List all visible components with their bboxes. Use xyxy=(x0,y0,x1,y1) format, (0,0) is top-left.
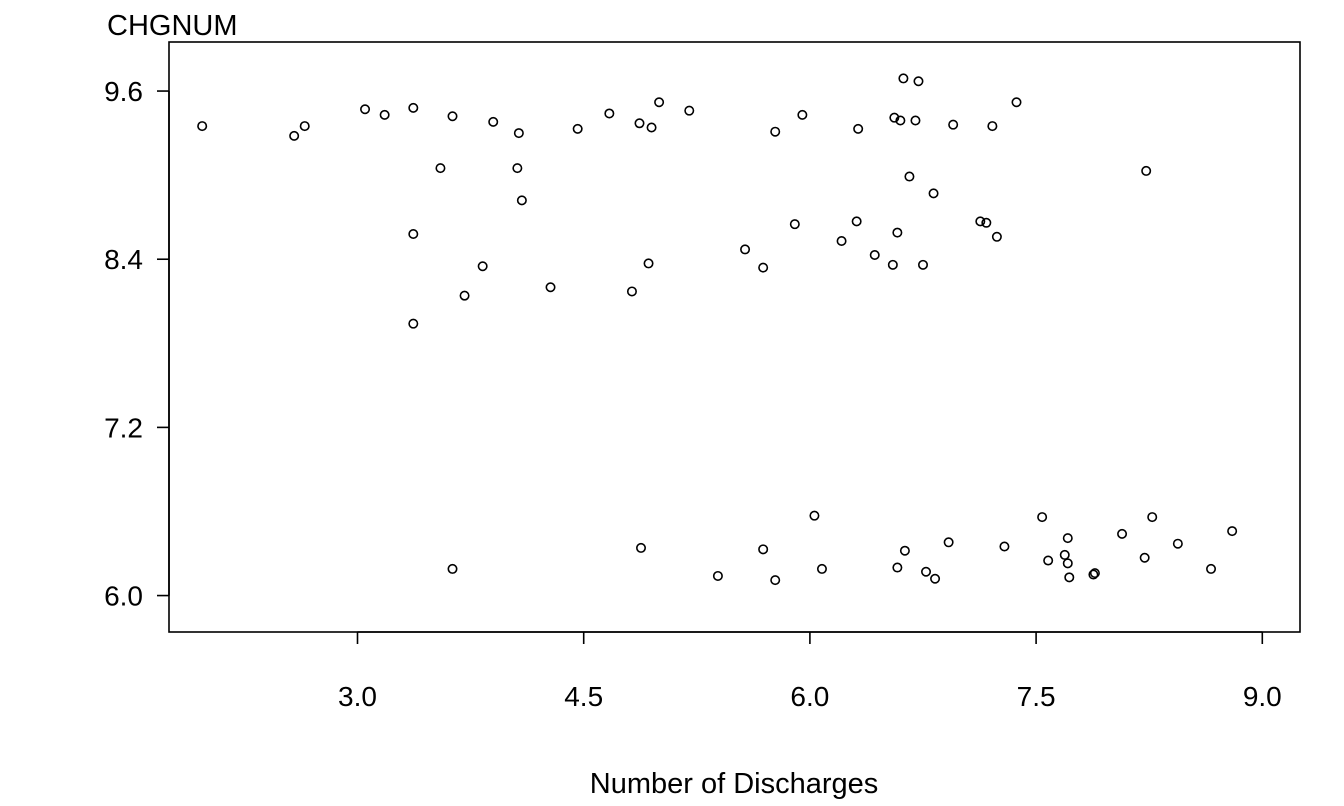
data-point xyxy=(572,123,583,134)
data-point xyxy=(435,163,446,174)
data-point xyxy=(987,121,998,132)
data-point xyxy=(516,195,527,206)
data-point xyxy=(1117,528,1128,539)
data-point xyxy=(646,122,657,133)
x-tick-label: 7.5 xyxy=(1017,681,1056,712)
data-point xyxy=(921,566,932,577)
data-point xyxy=(913,76,924,87)
data-point xyxy=(991,231,1002,242)
data-point xyxy=(513,128,524,139)
data-point xyxy=(1062,558,1073,569)
data-point xyxy=(1088,569,1099,580)
data-point xyxy=(289,130,300,141)
data-point xyxy=(758,544,769,555)
data-point xyxy=(1037,512,1048,523)
data-point xyxy=(904,171,915,182)
plot-frame xyxy=(168,41,1301,633)
data-point xyxy=(816,563,827,574)
data-point xyxy=(654,97,665,108)
data-point xyxy=(892,562,903,573)
data-point xyxy=(895,115,906,126)
data-point xyxy=(1064,572,1075,583)
data-point xyxy=(447,563,458,574)
data-point xyxy=(917,259,928,270)
data-point xyxy=(943,537,954,548)
x-tick-label: 4.5 xyxy=(564,681,603,712)
data-points xyxy=(197,73,1238,586)
data-point xyxy=(758,262,769,273)
data-point xyxy=(975,216,986,227)
y-axis: 6.0 7.2 8.4 9.6 xyxy=(104,76,170,612)
data-point xyxy=(1011,97,1022,108)
y-tick-label: 9.6 xyxy=(104,76,143,107)
data-point xyxy=(869,250,880,261)
data-point xyxy=(892,227,903,238)
data-point xyxy=(379,109,390,120)
data-point xyxy=(545,282,556,293)
data-point xyxy=(948,119,959,130)
x-tick-label: 9.0 xyxy=(1243,681,1282,712)
data-point xyxy=(626,286,637,297)
x-axis-label: Number of Discharges xyxy=(590,768,879,800)
data-point xyxy=(684,105,695,116)
data-point xyxy=(1089,568,1100,579)
data-point xyxy=(643,258,654,269)
data-point xyxy=(770,126,781,137)
data-point xyxy=(928,188,939,199)
data-point xyxy=(851,216,862,227)
data-point xyxy=(1043,555,1054,566)
data-point xyxy=(1059,549,1070,560)
data-point xyxy=(1206,563,1217,574)
data-point xyxy=(770,575,781,586)
data-point xyxy=(740,244,751,255)
data-point xyxy=(899,545,910,556)
data-point xyxy=(636,542,647,553)
data-point xyxy=(197,121,208,132)
data-point xyxy=(981,217,992,228)
data-point xyxy=(408,102,419,113)
data-point xyxy=(604,108,615,119)
data-point xyxy=(930,573,941,584)
data-point xyxy=(1141,165,1152,176)
data-point xyxy=(477,261,488,272)
data-point xyxy=(1062,533,1073,544)
data-point xyxy=(299,121,310,132)
y-tick-label: 6.0 xyxy=(104,581,143,612)
data-point xyxy=(889,112,900,123)
data-point xyxy=(408,228,419,239)
data-point xyxy=(910,115,921,126)
x-tick-label: 6.0 xyxy=(790,681,829,712)
data-point xyxy=(459,290,470,301)
data-point xyxy=(447,111,458,122)
x-axis: 3.0 4.5 6.0 7.5 9.0 xyxy=(338,631,1282,712)
data-point xyxy=(712,570,723,581)
data-point xyxy=(512,163,523,174)
y-tick-label: 7.2 xyxy=(104,412,143,443)
data-point xyxy=(898,73,909,84)
data-point xyxy=(1172,538,1183,549)
data-point xyxy=(797,109,808,120)
data-point xyxy=(488,116,499,127)
y-axis-label: CHGNUM xyxy=(107,10,238,42)
data-point xyxy=(1227,526,1238,537)
data-point xyxy=(887,259,898,270)
y-tick-label: 8.4 xyxy=(104,244,143,275)
data-point xyxy=(634,118,645,129)
data-point xyxy=(1147,512,1158,523)
data-point xyxy=(809,510,820,521)
x-tick-label: 3.0 xyxy=(338,681,377,712)
data-point xyxy=(1139,552,1150,563)
data-point xyxy=(999,541,1010,552)
data-point xyxy=(360,104,371,115)
data-point xyxy=(408,318,419,329)
data-point xyxy=(789,219,800,230)
data-point xyxy=(836,236,847,247)
data-point xyxy=(853,123,864,134)
